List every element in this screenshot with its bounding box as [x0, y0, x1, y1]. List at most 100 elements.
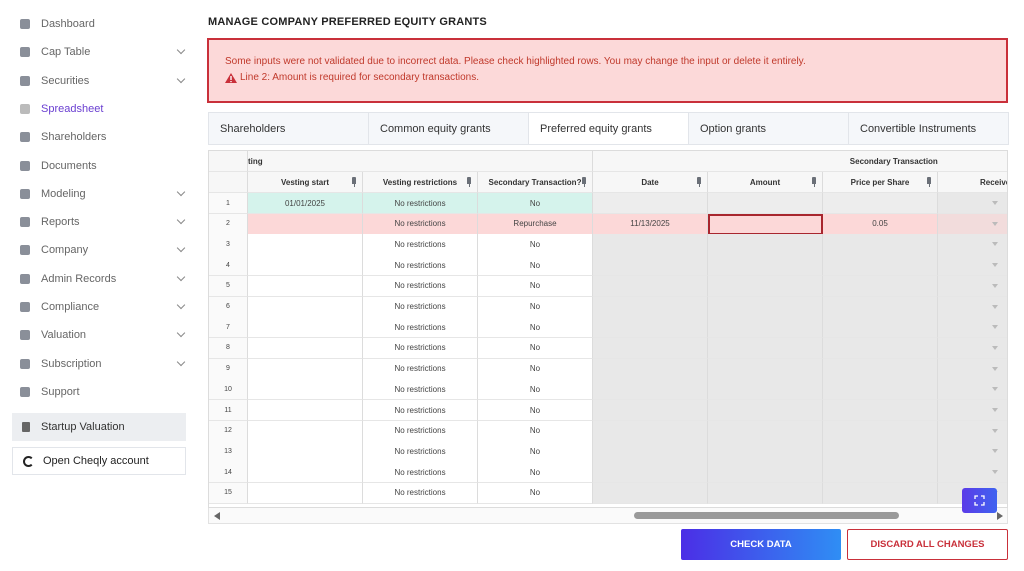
nav-item[interactable]: Securities — [18, 71, 188, 91]
cell[interactable] — [708, 400, 823, 422]
cell[interactable]: No — [478, 400, 593, 422]
cell[interactable] — [708, 275, 823, 297]
cell[interactable] — [248, 441, 363, 463]
cell[interactable] — [708, 213, 823, 235]
cell[interactable] — [593, 482, 708, 504]
nav-item[interactable]: Company — [18, 240, 188, 260]
cell[interactable] — [938, 420, 1007, 442]
cell[interactable]: No — [478, 420, 593, 442]
cell[interactable]: No — [478, 234, 593, 256]
cell[interactable] — [708, 193, 823, 215]
cell[interactable] — [708, 358, 823, 380]
column-header[interactable]: Receive — [938, 172, 1007, 193]
cell[interactable] — [248, 317, 363, 339]
cell[interactable]: Repurchase — [478, 213, 593, 235]
cell[interactable] — [938, 193, 1007, 215]
cell[interactable] — [708, 441, 823, 463]
cell[interactable] — [823, 358, 938, 380]
open-account[interactable]: Open Cheqly account — [12, 447, 186, 475]
tab[interactable]: Convertible Instruments — [848, 112, 1009, 145]
cell[interactable] — [823, 317, 938, 339]
cell[interactable] — [938, 337, 1007, 360]
cell[interactable] — [248, 358, 363, 380]
scroll-thumb[interactable] — [634, 512, 899, 519]
column-header[interactable]: Date — [593, 172, 708, 193]
cell[interactable]: 0.05 — [823, 213, 938, 235]
cell[interactable] — [248, 400, 363, 422]
cell[interactable] — [593, 441, 708, 463]
cell[interactable]: No restrictions — [363, 400, 478, 422]
discard-button[interactable]: DISCARD ALL CHANGES — [847, 529, 1008, 560]
cell[interactable]: No — [478, 255, 593, 277]
cell[interactable]: No restrictions — [363, 255, 478, 277]
nav-item[interactable]: Documents — [18, 156, 188, 176]
cell[interactable]: No restrictions — [363, 482, 478, 504]
scroll-right[interactable] — [997, 512, 1003, 520]
cell[interactable] — [708, 255, 823, 277]
cell[interactable] — [593, 296, 708, 318]
h-scrollbar[interactable] — [208, 508, 1008, 524]
nav-item[interactable]: Spreadsheet — [18, 99, 188, 119]
cell[interactable] — [248, 337, 363, 360]
cell[interactable] — [593, 255, 708, 277]
cell[interactable] — [938, 441, 1007, 463]
cell[interactable] — [823, 255, 938, 277]
cell[interactable] — [593, 420, 708, 442]
cell[interactable]: No — [478, 358, 593, 380]
cell[interactable]: No — [478, 462, 593, 484]
cell[interactable] — [248, 420, 363, 442]
cell[interactable] — [248, 213, 363, 235]
nav-item[interactable]: Modeling — [18, 184, 188, 204]
cell[interactable] — [938, 234, 1007, 256]
cell[interactable]: No restrictions — [363, 420, 478, 442]
cell[interactable] — [708, 234, 823, 256]
column-header[interactable]: Amount — [708, 172, 823, 193]
cell[interactable] — [708, 317, 823, 339]
cell[interactable]: No — [478, 441, 593, 463]
cell[interactable]: No — [478, 317, 593, 339]
cell[interactable]: No — [478, 193, 593, 215]
cell[interactable] — [248, 255, 363, 277]
column-header[interactable]: Vesting start — [248, 172, 363, 193]
nav-item[interactable]: Support — [18, 382, 188, 402]
cell[interactable] — [593, 193, 708, 215]
cell[interactable] — [248, 482, 363, 504]
cell[interactable] — [823, 441, 938, 463]
cell[interactable] — [823, 193, 938, 215]
cell[interactable]: No restrictions — [363, 296, 478, 318]
cell[interactable]: No — [478, 379, 593, 401]
cell[interactable]: 11/13/2025 — [593, 213, 708, 235]
cell[interactable] — [593, 358, 708, 380]
cell[interactable] — [823, 482, 938, 504]
nav-item[interactable]: Compliance — [18, 297, 188, 317]
expand-button[interactable] — [962, 488, 997, 513]
cell[interactable] — [938, 358, 1007, 380]
column-header[interactable]: Price per Share — [823, 172, 938, 193]
cell[interactable]: No restrictions — [363, 462, 478, 484]
tab[interactable]: Preferred equity grants — [528, 112, 689, 145]
nav-item[interactable]: Dashboard — [18, 14, 188, 34]
cell[interactable]: No restrictions — [363, 213, 478, 235]
tab[interactable]: Shareholders — [208, 112, 369, 145]
cell[interactable] — [823, 234, 938, 256]
cell[interactable] — [708, 462, 823, 484]
nav-item[interactable]: Reports — [18, 212, 188, 232]
cell[interactable] — [248, 275, 363, 297]
cell[interactable]: No restrictions — [363, 275, 478, 297]
cell[interactable] — [708, 379, 823, 401]
check-data-button[interactable]: CHECK DATA — [681, 529, 841, 560]
cell[interactable] — [938, 255, 1007, 277]
startup-valuation[interactable]: Startup Valuation — [12, 413, 186, 441]
cell[interactable] — [708, 296, 823, 318]
cell[interactable] — [938, 400, 1007, 422]
nav-item[interactable]: Admin Records — [18, 269, 188, 289]
cell[interactable] — [708, 420, 823, 442]
cell[interactable] — [823, 275, 938, 297]
cell[interactable] — [593, 275, 708, 297]
cell[interactable] — [248, 379, 363, 401]
cell[interactable]: No — [478, 482, 593, 504]
cell[interactable] — [938, 317, 1007, 339]
cell[interactable] — [593, 317, 708, 339]
nav-item[interactable]: Subscription — [18, 354, 188, 374]
nav-item[interactable]: Cap Table — [18, 42, 188, 62]
